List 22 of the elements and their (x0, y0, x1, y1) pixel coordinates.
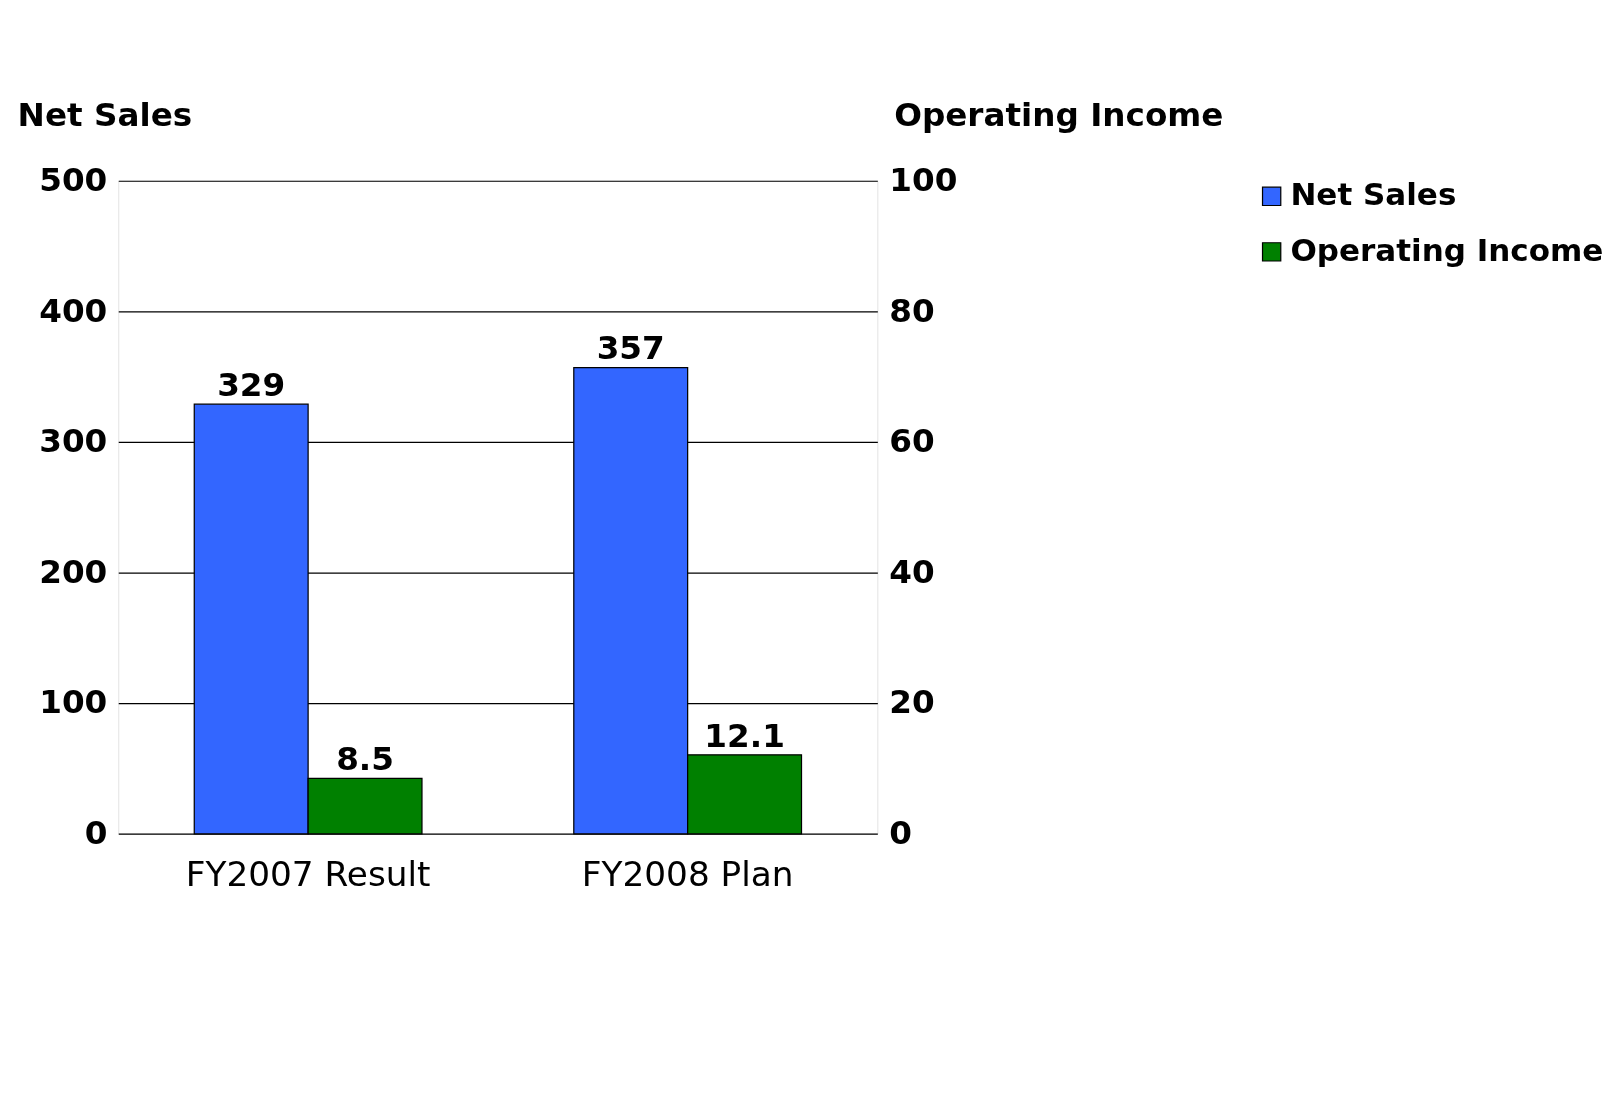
x-tick-label: FY2008 Plan (581, 853, 794, 894)
y2-axis-title: Operating Income (894, 95, 1224, 134)
y2-tick-label: 0 (889, 814, 912, 853)
data-label: 329 (217, 366, 286, 404)
legend-label: Net Sales (1290, 176, 1457, 213)
legend-label: Operating Income (1290, 231, 1604, 268)
y2-tick-label: 20 (889, 683, 935, 722)
y-axis-title: Net Sales (17, 95, 193, 134)
data-label: 357 (596, 329, 665, 368)
y2-tick-label: 60 (889, 422, 935, 461)
y-tick-label: 100 (39, 683, 108, 722)
y-tick-label: 200 (39, 552, 108, 591)
data-label: 8.5 (336, 740, 394, 779)
y-tick-label: 400 (39, 291, 108, 330)
y-tick-label: 500 (39, 161, 108, 200)
y-tick-label: 300 (39, 422, 108, 461)
y2-tick-label: 80 (889, 291, 935, 330)
y-tick-label: 0 (84, 814, 108, 853)
y2-tick-label: 100 (889, 161, 958, 200)
data-label: 12.1 (704, 716, 785, 755)
y2-tick-label: 40 (889, 552, 935, 591)
x-tick-label: FY2007 Result (185, 853, 431, 894)
